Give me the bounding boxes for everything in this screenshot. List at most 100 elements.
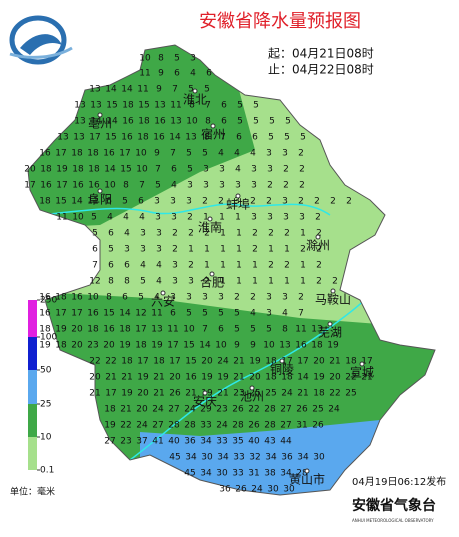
grid-value: 19 [327, 341, 339, 351]
grid-value: 6 [122, 293, 128, 303]
grid-value: 13 [154, 101, 165, 111]
grid-value: 25 [249, 389, 260, 399]
grid-value: 40 [248, 437, 260, 447]
grid-value: 29 [200, 405, 212, 415]
city-label: 池州 [240, 390, 264, 404]
grid-value: 18 [138, 117, 150, 127]
grid-value: 3 [202, 293, 208, 303]
grid-value: 16 [154, 117, 166, 127]
grid-value: 7 [298, 309, 304, 319]
grid-value: 20 [24, 165, 36, 175]
city-dot [160, 290, 166, 296]
grid-value: 4 [171, 181, 177, 191]
grid-value: 3 [251, 181, 257, 191]
grid-value: 3 [186, 293, 192, 303]
grid-value: 6 [106, 197, 112, 207]
grid-value: 9 [250, 341, 256, 351]
grid-value: 2 [316, 277, 322, 287]
grid-value: 3 [140, 245, 146, 255]
grid-value: 16 [103, 149, 115, 159]
grid-value: 13 [170, 117, 181, 127]
grid-value: 10 [186, 117, 198, 127]
grid-value: 5 [138, 293, 144, 303]
city-label: 淮北 [183, 93, 207, 107]
grid-value: 1 [203, 213, 209, 223]
grid-value: 1 [204, 245, 210, 255]
grid-value: 18 [265, 357, 277, 367]
grid-value: 17 [281, 357, 292, 367]
grid-value: 6 [252, 133, 258, 143]
grid-value: 6 [171, 165, 177, 175]
grid-value: 34 [200, 437, 212, 447]
grid-value: 30 [313, 453, 325, 463]
grid-value: 27 [104, 437, 115, 447]
grid-value: 17 [361, 357, 372, 367]
grid-value: 3 [172, 261, 178, 271]
grid-value: 38 [264, 469, 276, 479]
city-label: 安庆 [193, 394, 217, 409]
grid-value: 2 [234, 293, 240, 303]
grid-value: 10 [136, 165, 148, 175]
grid-value: 5 [140, 277, 146, 287]
grid-value: 3 [124, 245, 130, 255]
grid-value: 11 [87, 197, 98, 207]
grid-value: 10 [263, 341, 275, 351]
grid-value: 4 [234, 149, 240, 159]
grid-value: 23 [120, 437, 131, 447]
grid-value: 21 [153, 389, 164, 399]
city-dot [207, 216, 213, 222]
grid-value: 21 [121, 373, 132, 383]
grid-value: 16 [40, 181, 52, 191]
grid-value: 14 [71, 197, 83, 207]
grid-value: 3 [203, 181, 209, 191]
grid-value: 12 [89, 277, 100, 287]
grid-value: 33 [233, 453, 244, 463]
grid-value: 3 [154, 197, 160, 207]
city-dot [209, 271, 215, 277]
grid-value: 2 [332, 277, 338, 287]
grid-value: 44 [280, 437, 292, 447]
grid-value: 23 [87, 341, 98, 351]
city-dot [202, 390, 208, 396]
legend-label: 25 [40, 400, 51, 410]
grid-value: 8 [282, 325, 288, 335]
grid-value: 2 [346, 197, 352, 207]
grid-value: 3 [235, 181, 241, 191]
grid-value: 14 [199, 341, 211, 351]
grid-value: 36 [184, 437, 196, 447]
grid-value: 6 [221, 117, 227, 127]
grid-value: 3 [282, 197, 288, 207]
grid-value: 6 [236, 133, 242, 143]
grid-value: 1 [300, 261, 306, 271]
grid-value: 2 [330, 197, 336, 207]
logo [9, 15, 73, 65]
grid-value: 14 [104, 165, 116, 175]
grid-value: 30 [216, 469, 228, 479]
grid-value: 20 [71, 341, 83, 351]
grid-value: 11 [139, 69, 150, 79]
grid-value: 9 [158, 69, 164, 79]
grid-value: 27 [152, 421, 163, 431]
grid-value: 26 [248, 421, 260, 431]
grid-value: 3 [156, 245, 162, 255]
grid-value: 4 [282, 309, 288, 319]
grid-value: 2 [172, 245, 178, 255]
grid-value: 33 [200, 421, 211, 431]
grid-value: 17 [119, 149, 130, 159]
grid-value: 2 [283, 165, 289, 175]
grid-value: 5 [92, 229, 98, 239]
grid-value: 3 [219, 165, 225, 175]
grid-value: 14 [106, 117, 118, 127]
grid-value: 7 [172, 85, 178, 95]
grid-value: 3 [171, 213, 177, 223]
grid-value: 5 [266, 325, 272, 335]
grid-value: 20 [249, 373, 261, 383]
grid-value: 18 [55, 293, 67, 303]
grid-value: 33 [216, 437, 227, 447]
grid-value: 16 [153, 133, 165, 143]
grid-value: 16 [122, 117, 134, 127]
grid-value: 3 [267, 213, 273, 223]
grid-value: 17 [105, 389, 116, 399]
grid-value: 2 [316, 229, 322, 239]
grid-value: 31 [296, 421, 307, 431]
